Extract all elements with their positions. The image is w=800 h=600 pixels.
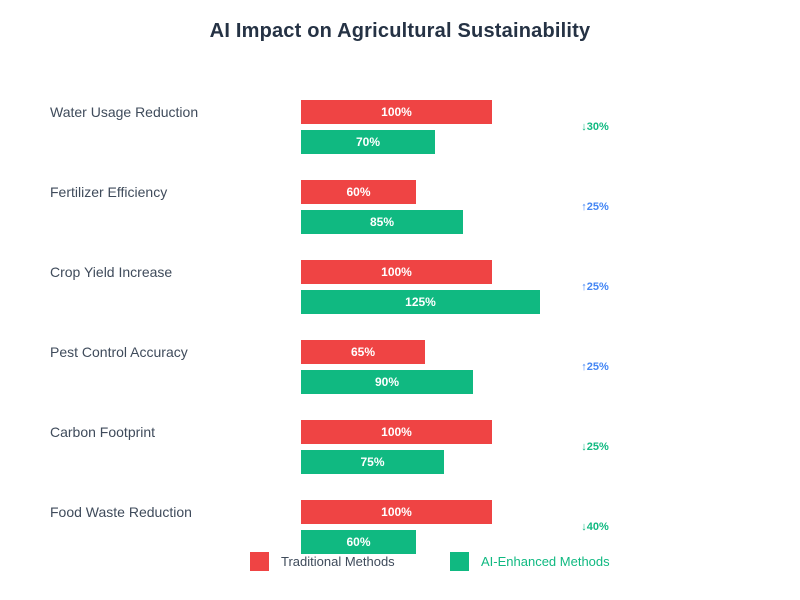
bar-traditional: 60% xyxy=(301,180,416,204)
legend-swatch-ai-enhanced xyxy=(450,552,469,571)
bar-ai-enhanced: 75% xyxy=(301,450,444,474)
bar-value-label: 100% xyxy=(381,105,412,119)
legend-label-traditional: Traditional Methods xyxy=(281,554,395,569)
category-label: Crop Yield Increase xyxy=(50,264,173,280)
improvement-annotation: ↓40% xyxy=(581,521,609,533)
bar-ai-enhanced: 85% xyxy=(301,210,463,234)
category-label: Pest Control Accuracy xyxy=(50,344,188,360)
bar-value-label: 60% xyxy=(346,185,371,199)
bar-value-label: 65% xyxy=(350,345,376,359)
bar-ai-enhanced: 125% xyxy=(301,290,540,314)
bar-value-label: 60% xyxy=(346,535,371,549)
legend-swatch-traditional xyxy=(250,552,269,571)
legend: Traditional Methods AI-Enhanced Methods xyxy=(0,551,800,571)
category-label: Fertilizer Efficiency xyxy=(50,184,168,200)
bar-value-label: 100% xyxy=(381,265,412,279)
bar-value-label: 100% xyxy=(381,505,412,519)
bar-value-label: 75% xyxy=(360,455,385,469)
improvement-annotation: ↑25% xyxy=(581,281,609,293)
bar-traditional: 100% xyxy=(301,420,492,444)
bar-traditional: 65% xyxy=(301,340,425,364)
bar-traditional: 100% xyxy=(301,260,492,284)
improvement-annotation: ↑25% xyxy=(581,201,609,213)
category-label: Carbon Footprint xyxy=(50,424,156,440)
chart-title: AI Impact on Agricultural Sustainability xyxy=(209,20,591,42)
bar-value-label: 70% xyxy=(355,135,381,149)
bar-traditional: 100% xyxy=(301,100,492,124)
legend-label-ai-enhanced: AI-Enhanced Methods xyxy=(481,554,610,569)
bar-traditional: 100% xyxy=(301,500,492,524)
improvement-annotation: ↓25% xyxy=(581,441,609,453)
bar-ai-enhanced: 90% xyxy=(301,370,473,394)
bar-ai-enhanced: 60% xyxy=(301,530,416,554)
category-label: Water Usage Reduction xyxy=(50,104,199,120)
category-label: Food Waste Reduction xyxy=(50,504,192,520)
improvement-annotation: ↓30% xyxy=(581,121,609,133)
bar-value-label: 100% xyxy=(381,425,412,439)
bar-value-label: 125% xyxy=(405,295,436,309)
bar-value-label: 85% xyxy=(369,215,395,229)
bar-value-label: 90% xyxy=(374,375,400,389)
bar-ai-enhanced: 70% xyxy=(301,130,435,154)
improvement-annotation: ↑25% xyxy=(581,361,609,373)
